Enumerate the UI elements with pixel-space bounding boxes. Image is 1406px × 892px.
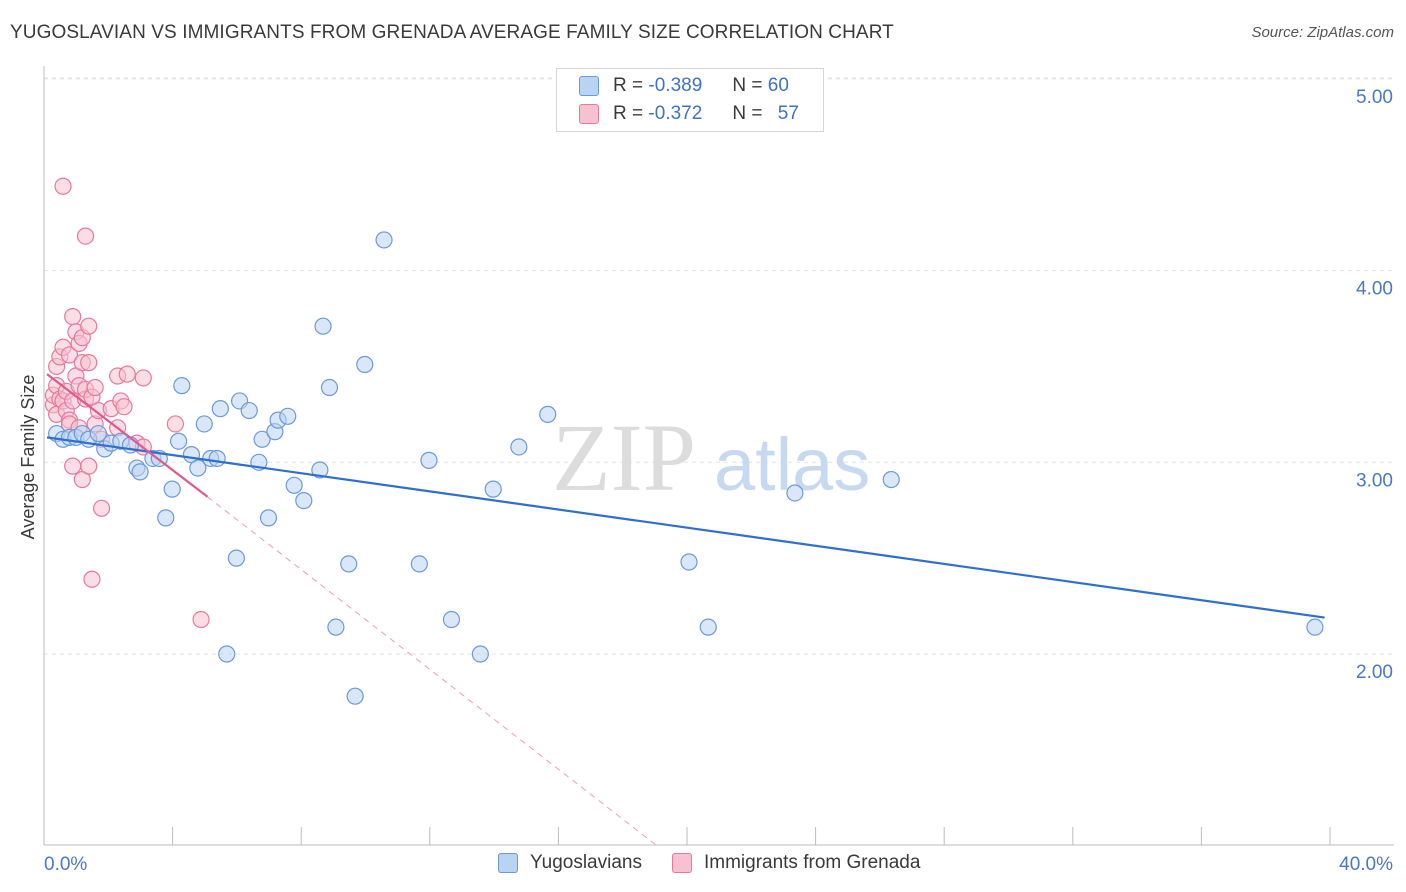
- legend-item-yugoslavians: Yugoslavians: [498, 852, 642, 874]
- yugoslavian-point: [240, 401, 258, 420]
- yugoslavian-point: [211, 400, 229, 418]
- grenada-point: [134, 369, 152, 387]
- yugoslavian-point: [340, 555, 358, 573]
- yugoslavian-point: [189, 459, 207, 477]
- grenada-point: [76, 227, 95, 245]
- trend-lines: [46, 373, 1325, 847]
- yugoslavian-point: [170, 432, 188, 450]
- source-label: Source: ZipAtlas.com: [1251, 24, 1394, 41]
- grenada-point: [86, 378, 104, 397]
- yugoslavian-point: [539, 405, 557, 423]
- yugoslavian-point: [327, 618, 345, 636]
- yugoslavian-point: [442, 610, 461, 629]
- yugoslavian-point: [786, 484, 804, 502]
- grenada-point: [192, 610, 210, 629]
- yugoslavian-point: [420, 451, 438, 469]
- y-tick-label: 3.00: [1356, 470, 1393, 491]
- series-legend: Yugoslavians Immigrants from Grenada: [498, 852, 950, 874]
- legend-r-value: -0.389: [648, 75, 703, 96]
- grenada-point: [166, 415, 184, 433]
- y-tick-label: 2.00: [1356, 662, 1393, 683]
- yugoslavian-point: [356, 355, 374, 374]
- yugoslavian-point: [259, 509, 278, 527]
- legend-n-label: N =: [732, 103, 763, 124]
- yugoslavian-point: [295, 492, 313, 510]
- yugoslavian-point: [680, 553, 698, 571]
- yugoslavian-trend-line: [46, 436, 1325, 619]
- legend-label-yugoslavians: Yugoslavians: [530, 852, 642, 873]
- grenada-point: [64, 457, 82, 475]
- legend-item-grenada: Immigrants from Grenada: [671, 852, 921, 874]
- yugoslavian-point: [882, 470, 900, 489]
- grenada-point: [118, 365, 136, 383]
- legend-n-value: 60: [767, 75, 789, 96]
- grenada-point: [64, 308, 82, 326]
- grenada-point: [60, 346, 79, 364]
- yugoslavian-point: [510, 438, 528, 456]
- y-tick-label: 5.00: [1356, 87, 1393, 108]
- yugoslavian-point: [699, 618, 717, 636]
- yugoslavian-point: [1306, 618, 1324, 636]
- grenada-point: [83, 570, 101, 588]
- grenada-point: [80, 317, 98, 335]
- yugoslavian-point: [285, 476, 303, 494]
- grenada-point: [92, 499, 111, 517]
- yugoslavian-point: [89, 424, 107, 443]
- grenada-trend-line: [46, 373, 209, 498]
- yugoslavian-point: [375, 231, 393, 249]
- legend-n-value: 57: [777, 103, 799, 124]
- legend-r-value: -0.372: [648, 103, 703, 124]
- yugoslavian-point: [253, 430, 271, 448]
- yugoslavian-point: [311, 461, 329, 479]
- yugoslavian-point: [484, 480, 502, 498]
- grenada-point: [80, 457, 98, 475]
- yugoslavian-point: [131, 463, 149, 481]
- yugoslavian-point: [314, 317, 332, 335]
- series-grenada-points: [44, 177, 210, 629]
- yugoslavian-point: [227, 549, 245, 567]
- x-tick-label: 0.0%: [44, 854, 87, 875]
- y-tick-label: 4.00: [1356, 279, 1393, 300]
- yugoslavian-point: [410, 555, 428, 573]
- y-axis-label: Average Family Size: [18, 375, 38, 540]
- grenada-point: [115, 398, 133, 416]
- watermark-zip: ZIP: [552, 404, 696, 511]
- legend-row-yugoslavian: R = -0.389 N = 60: [579, 73, 789, 99]
- legend-r-label: R =: [613, 103, 644, 124]
- legend-swatch-blue: [498, 853, 518, 873]
- yugoslavian-point: [208, 449, 226, 468]
- legend-swatch-blue: [579, 76, 599, 96]
- legend-swatch-pink: [579, 104, 599, 124]
- yugoslavian-point: [346, 687, 364, 705]
- yugoslavian-point: [279, 407, 297, 425]
- correlation-legend: R = -0.389 N = 60 R = -0.372 N = 57: [556, 68, 824, 132]
- yugoslavian-point: [195, 415, 213, 433]
- grenada-trend-extension: [207, 496, 658, 847]
- grid-lines: [44, 77, 1394, 655]
- x-tick-labels: 0.0% 40.0%: [44, 854, 1393, 875]
- y-tick-labels: 2.00 3.00 4.00 5.00: [1356, 87, 1393, 683]
- legend-swatch-pink: [671, 853, 692, 873]
- yugoslavian-point: [471, 645, 489, 663]
- watermark: ZIP atlas: [552, 404, 870, 511]
- grenada-point: [54, 177, 72, 195]
- legend-n-label: N =: [732, 75, 763, 96]
- legend-row-grenada: R = -0.372 N = 57: [579, 101, 799, 127]
- yugoslavian-point: [163, 480, 181, 498]
- yugoslavian-point: [320, 378, 339, 397]
- yugoslavian-point: [218, 645, 236, 663]
- legend-r-label: R =: [613, 75, 644, 96]
- chart-title: YUGOSLAVIAN VS IMMIGRANTS FROM GRENADA A…: [10, 22, 894, 43]
- yugoslavian-point: [173, 377, 191, 395]
- yugoslavian-point: [157, 509, 175, 527]
- legend-label-grenada: Immigrants from Grenada: [703, 852, 921, 873]
- axes: [43, 66, 1394, 846]
- grenada-point: [80, 354, 98, 372]
- x-tick-label: 40.0%: [1339, 854, 1393, 875]
